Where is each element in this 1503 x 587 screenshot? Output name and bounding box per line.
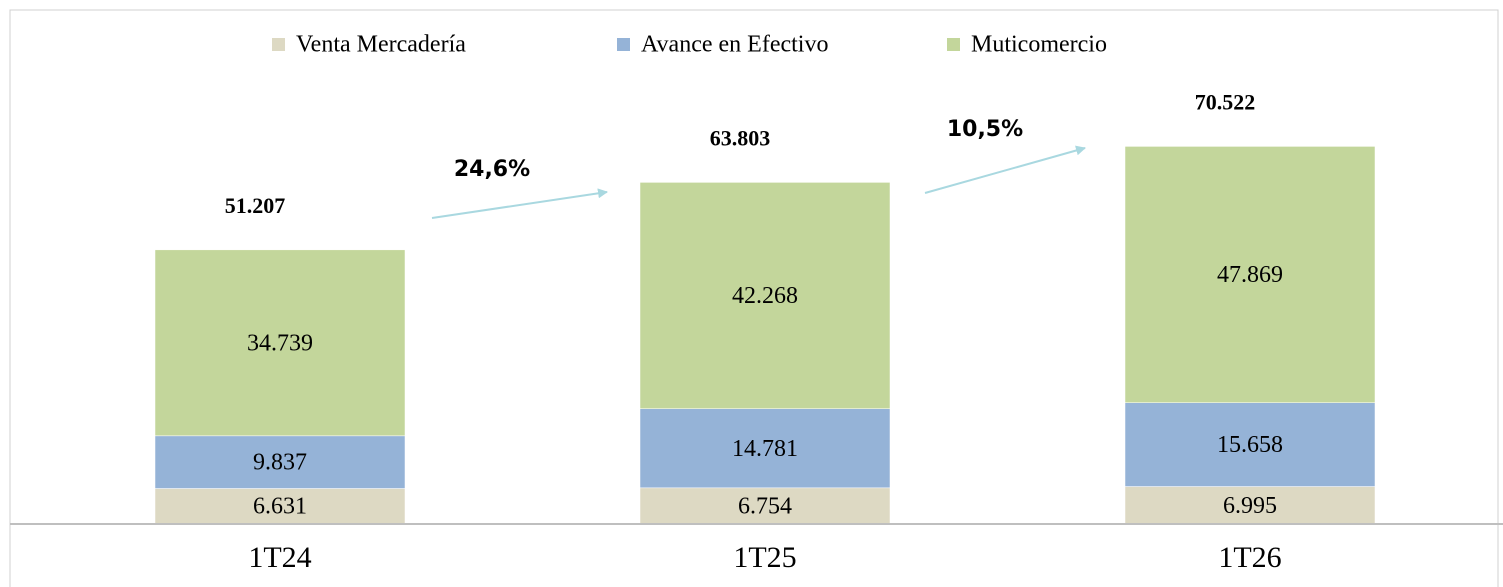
segment-label: 42.268 <box>732 283 798 309</box>
segment-label: 6.754 <box>738 493 792 519</box>
x-tick-label: 1T25 <box>733 541 796 574</box>
total-label: 63.803 <box>710 125 771 150</box>
segment-label: 6.995 <box>1223 493 1277 519</box>
chart-frame <box>9 9 1499 587</box>
bar-segment <box>1124 146 1376 403</box>
bar-segment <box>639 487 891 525</box>
legend-label: Venta Mercadería <box>296 32 466 58</box>
legend-swatch <box>272 38 285 51</box>
growth-arrow <box>924 145 1086 194</box>
segment-label: 9.837 <box>253 450 307 476</box>
growth-annotation: 10,5% <box>947 117 1023 142</box>
bar-segment <box>639 408 891 489</box>
segment-label: 15.658 <box>1217 432 1283 458</box>
x-tick-label: 1T24 <box>248 541 311 574</box>
legend-label: Muticomercio <box>971 32 1107 58</box>
x-tick-label: 1T26 <box>1218 541 1281 574</box>
legend-label: Avance en Efectivo <box>641 32 828 58</box>
bar-segment <box>154 249 406 437</box>
segment-label: 34.739 <box>247 330 313 356</box>
bar-segment <box>639 182 891 409</box>
bar-segment <box>1124 486 1376 525</box>
legend-swatch <box>617 38 630 51</box>
total-label: 70.522 <box>1195 89 1256 114</box>
segment-label: 47.869 <box>1217 262 1283 288</box>
total-label: 51.207 <box>225 193 286 218</box>
bar-segment <box>1124 402 1376 487</box>
segment-label: 14.781 <box>732 436 798 462</box>
bar-segment <box>154 435 406 489</box>
growth-annotation: 24,6% <box>454 157 530 182</box>
legend-swatch <box>947 38 960 51</box>
growth-arrow <box>431 188 608 219</box>
segment-label: 6.631 <box>253 494 307 520</box>
